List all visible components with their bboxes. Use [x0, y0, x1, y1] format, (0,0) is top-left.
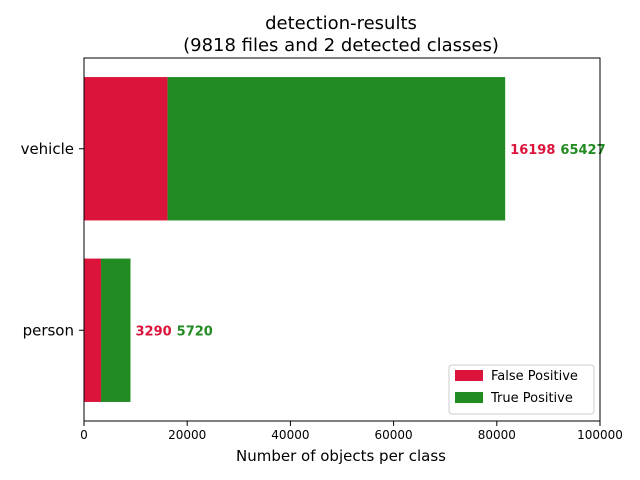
data-label-person: 3290 5720 — [135, 324, 212, 339]
data-label-vehicle-false-positive: 16198 — [510, 143, 555, 158]
x-tick-label: 60000 — [375, 428, 413, 442]
x-tick-label: 40000 — [271, 428, 309, 442]
data-label-vehicle-true-positive: 65427 — [560, 143, 605, 158]
x-axis-label: Number of objects per class — [236, 447, 446, 465]
legend-swatch-true-positive — [455, 392, 483, 403]
chart-subtitle: (9818 files and 2 detected classes) — [183, 35, 499, 56]
legend: False Positive True Positive — [448, 364, 595, 415]
x-tick-label: 20000 — [168, 428, 206, 442]
bar-vehicle-false-positive — [84, 77, 168, 221]
data-label-vehicle: 16198 65427 — [510, 143, 605, 158]
x-tick-label: 100000 — [577, 428, 623, 442]
y-tick-label-person: person — [23, 321, 74, 339]
x-axis: 0 20000 40000 60000 80000 100000 — [80, 421, 623, 442]
bar-person-false-positive — [84, 258, 101, 402]
legend-box — [448, 364, 595, 415]
chart-title: detection-results — [265, 13, 417, 34]
bars-group — [84, 77, 506, 402]
x-tick-label: 80000 — [478, 428, 516, 442]
y-axis: person vehicle — [21, 140, 84, 339]
bar-person-true-positive — [100, 258, 131, 402]
data-label-person-true-positive: 5720 — [177, 324, 213, 339]
plot-frame — [83, 57, 601, 422]
data-labels-group: 3290 5720 16198 65427 — [135, 143, 605, 340]
legend-swatch-false-positive — [455, 370, 483, 381]
legend-label-true-positive: True Positive — [490, 391, 573, 406]
y-tick-label-vehicle: vehicle — [21, 140, 74, 158]
x-tick-label: 0 — [80, 428, 88, 442]
bar-vehicle-true-positive — [167, 77, 506, 221]
legend-label-false-positive: False Positive — [491, 369, 578, 384]
data-label-person-false-positive: 3290 — [135, 324, 171, 339]
